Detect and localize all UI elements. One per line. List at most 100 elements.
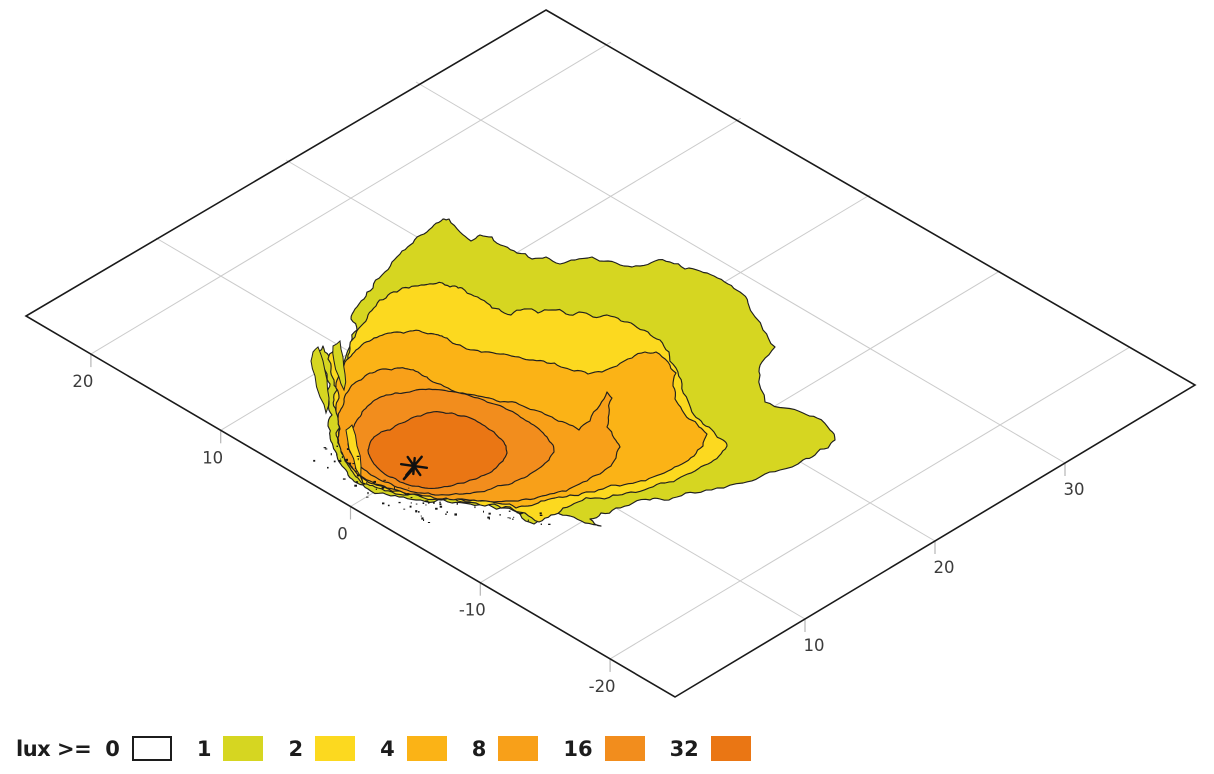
speckle [356, 474, 359, 477]
legend-swatch [710, 736, 751, 761]
speckle [427, 522, 431, 523]
speckle [410, 502, 412, 504]
speckle [474, 506, 476, 509]
speckle [428, 501, 430, 504]
contour-spike-0 [310, 346, 330, 415]
speckle [381, 486, 385, 489]
speckle [499, 514, 501, 516]
speckle [407, 493, 410, 495]
legend-item-1: 1 [197, 736, 264, 761]
speckle [342, 478, 346, 480]
legend-level-label: 2 [288, 736, 304, 761]
speckle [439, 501, 441, 504]
speckle [509, 517, 511, 520]
speckle [519, 512, 522, 515]
v-axis-tick-label: 30 [1064, 480, 1085, 499]
speckle [367, 492, 369, 495]
speckle [313, 459, 316, 462]
speckle [516, 512, 518, 514]
legend-title: lux >= [16, 736, 92, 761]
speckle [548, 523, 551, 525]
speckle [433, 502, 435, 504]
speckle [508, 510, 511, 512]
contour-spike-1 [332, 339, 347, 392]
speckle [409, 505, 412, 508]
speckle [410, 497, 413, 499]
speckle [540, 523, 542, 525]
speckle [421, 517, 424, 520]
speckle [366, 481, 368, 484]
legend: lux >= 0 1 2 4 8 16 32 [16, 736, 776, 761]
u-axis-tick-label: 10 [202, 448, 223, 467]
gridline-v [415, 81, 1066, 464]
speckle [336, 453, 338, 456]
light-source-marker-tail [402, 468, 414, 481]
speckle [423, 519, 425, 521]
speckle [420, 515, 422, 517]
speckle [375, 488, 377, 490]
speckle [513, 516, 515, 518]
speckle [439, 505, 443, 508]
speckle [324, 448, 328, 450]
speckle [382, 502, 385, 505]
speckle [340, 458, 342, 460]
legend-item-16: 16 [563, 736, 645, 761]
v-axis-tick-label: 10 [804, 636, 825, 655]
speckle [521, 512, 524, 514]
legend-item-32: 32 [670, 736, 751, 761]
speckle [415, 510, 418, 513]
legend-level-label: 4 [380, 736, 395, 761]
speckle [383, 479, 386, 481]
speckle [373, 480, 376, 483]
v-axis-tick-label: 20 [934, 558, 955, 577]
speckle [425, 504, 427, 506]
speckle [487, 516, 490, 519]
speckle [439, 503, 442, 506]
speckle [507, 517, 510, 519]
legend-level-label: 16 [563, 736, 593, 761]
legend-swatch [315, 736, 356, 761]
speckle [357, 458, 359, 461]
speckle [354, 470, 357, 473]
legend-item-8: 8 [472, 736, 539, 761]
speckle [323, 447, 327, 449]
u-axis-tick-label: 20 [72, 372, 93, 391]
speckle [366, 496, 369, 498]
speckle [408, 487, 410, 489]
speckle [387, 504, 390, 507]
speckle [454, 513, 457, 516]
speckle [355, 481, 359, 483]
speckle [333, 460, 336, 463]
legend-item-2: 2 [288, 736, 356, 761]
legend-item-4: 4 [380, 736, 447, 761]
u-axis-tick-label: -10 [459, 601, 486, 620]
speckle [435, 507, 438, 510]
contour-spike-2 [345, 424, 364, 484]
speckle [446, 511, 448, 513]
speckle [403, 508, 406, 510]
legend-swatch [406, 736, 447, 761]
speckle [398, 501, 401, 504]
speckle [483, 510, 484, 513]
speckle [445, 513, 447, 515]
speckle [356, 455, 360, 457]
legend-level-label: 32 [669, 736, 699, 761]
legend-swatch [131, 736, 172, 761]
legend-level-label: 0 [105, 736, 120, 761]
speckle [345, 458, 348, 461]
speckle [539, 512, 542, 515]
speckle [512, 518, 514, 520]
speckle [338, 460, 341, 462]
speckle [539, 514, 543, 516]
legend-swatch [223, 736, 264, 761]
legend-level-label: 8 [471, 736, 487, 761]
legend-item-0: 0 [105, 736, 172, 761]
contour-band-32 [367, 411, 508, 489]
u-axis-tick-label: -20 [589, 677, 616, 696]
speckle [415, 503, 418, 505]
speckle [336, 445, 338, 447]
legend-items: 0 1 2 4 8 16 32 [105, 736, 776, 761]
speckle [362, 482, 365, 485]
speckle [394, 486, 395, 489]
